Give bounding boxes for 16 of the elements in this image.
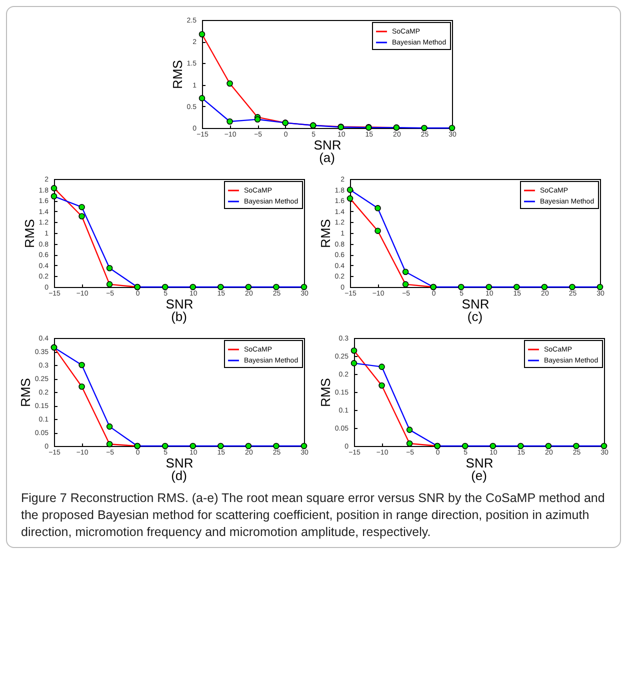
- y-axis-title: RMS: [317, 378, 332, 407]
- y-axis-title: RMS: [169, 60, 184, 89]
- x-axis-title: SNR: [465, 456, 493, 470]
- x-axis-title: SNR: [313, 138, 341, 152]
- x-axis-title: SNR: [461, 296, 489, 312]
- text: (a): [318, 150, 334, 165]
- y-axis-title: RMS: [17, 378, 32, 407]
- caption: Figure 7 Reconstruction RMS. (a-e) The root mean square error versus SNR by the CoSaMP method and the proposed Bayesian method for scattering coefficient, position in range direction, position in azimuth direction, micromotion frequency and micromotion amplitude, respectively.: [21, 490, 606, 541]
- text: (c): [466, 309, 482, 324]
- text: (d): [170, 468, 186, 483]
- x-axis-title: SNR: [165, 296, 193, 312]
- y-axis-title: RMS: [21, 218, 36, 248]
- text: (b): [170, 309, 186, 324]
- y-axis-title: RMS: [317, 218, 332, 248]
- x-axis-title: SNR: [165, 456, 193, 470]
- text: (e): [470, 468, 486, 483]
